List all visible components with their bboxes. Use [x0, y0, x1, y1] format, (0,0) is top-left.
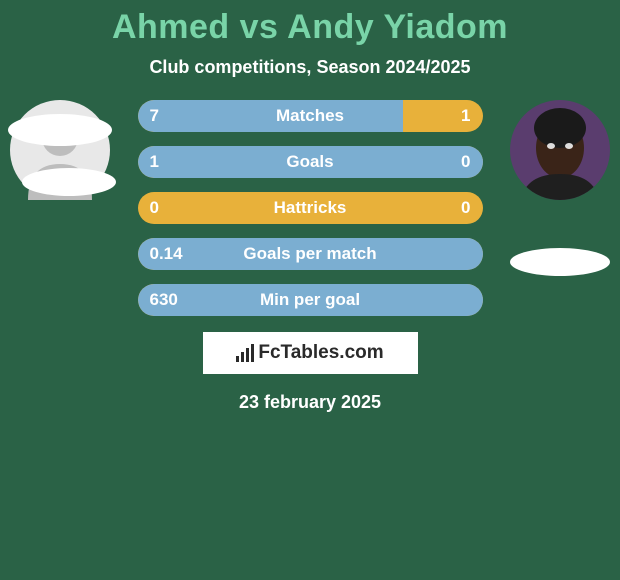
stat-right-value: 1	[461, 100, 470, 132]
stat-bar: 0.14Goals per match	[138, 238, 483, 270]
stat-label: Matches	[138, 100, 483, 132]
stat-right-value: 0	[461, 146, 470, 178]
stat-label: Goals per match	[138, 238, 483, 270]
stat-bar: 630Min per goal	[138, 284, 483, 316]
decorative-ellipse	[8, 114, 112, 146]
player-avatar-right	[510, 100, 610, 200]
date-label: 23 february 2025	[0, 392, 620, 413]
comparison-content: 7Matches11Goals00Hattricks00.14Goals per…	[0, 100, 620, 413]
stat-bar: 0Hattricks0	[138, 192, 483, 224]
page-title: Ahmed vs Andy Yiadom	[0, 0, 620, 47]
logo-text: FcTables.com	[258, 342, 383, 364]
subtitle: Club competitions, Season 2024/2025	[0, 57, 620, 78]
bar-chart-icon	[236, 344, 254, 362]
stat-bar: 1Goals0	[138, 146, 483, 178]
decorative-ellipse	[510, 248, 610, 276]
fctables-logo: FcTables.com	[203, 332, 418, 374]
stat-right-value: 0	[461, 192, 470, 224]
decorative-ellipse	[22, 168, 116, 196]
stat-label: Hattricks	[138, 192, 483, 224]
stat-bars: 7Matches11Goals00Hattricks00.14Goals per…	[138, 100, 483, 316]
stat-label: Goals	[138, 146, 483, 178]
stat-label: Min per goal	[138, 284, 483, 316]
stat-bar: 7Matches1	[138, 100, 483, 132]
